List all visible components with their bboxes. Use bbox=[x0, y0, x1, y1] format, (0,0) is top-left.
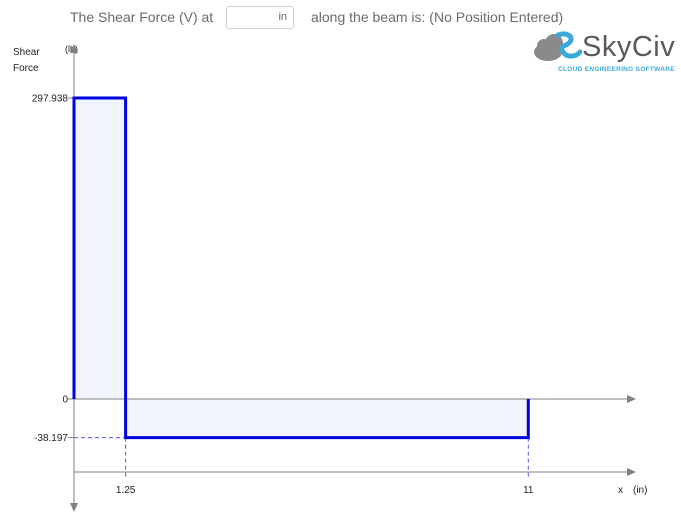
cloud-logo-icon bbox=[534, 31, 582, 61]
y-axis-title-line1: Shear bbox=[13, 47, 40, 58]
y-axis-title-line2: Force bbox=[13, 63, 39, 74]
shear-force-series-line bbox=[72, 96, 530, 440]
y-tick-label: -38.197 bbox=[34, 433, 68, 444]
shear-area-fill bbox=[74, 98, 529, 438]
x-tick-label: 1.25 bbox=[116, 485, 136, 496]
y-axis-up-arrow-icon bbox=[70, 44, 78, 53]
position-input[interactable] bbox=[227, 7, 283, 28]
x-axis-arrow-icon bbox=[627, 468, 636, 476]
shear-query-bar: The Shear Force (V) at in along the beam… bbox=[0, 0, 681, 36]
y-tick-label: 0 bbox=[62, 395, 68, 406]
query-result: along the beam is: (No Position Entered) bbox=[311, 9, 564, 25]
position-field[interactable]: in bbox=[226, 6, 294, 29]
position-unit: in bbox=[278, 11, 287, 23]
x-axis-unit: (in) bbox=[633, 485, 647, 496]
x-tick-label: 11 bbox=[523, 485, 534, 496]
zero-axis-arrow-icon bbox=[627, 395, 636, 403]
y-axis-down-arrow-icon bbox=[70, 503, 78, 512]
y-axis-title: Shear Force bbox=[13, 45, 40, 77]
logo-wordmark: SkyCiv bbox=[582, 31, 676, 63]
y-tick-label: 297.938 bbox=[32, 94, 69, 105]
query-prefix: The Shear Force (V) at bbox=[70, 9, 214, 25]
logo-tagline: CLOUD ENGINEERING SOFTWARE bbox=[558, 66, 675, 73]
y-axis-unit: (lb) bbox=[65, 44, 78, 54]
skyciv-logo: SkyCiv CLOUD ENGINEERING SOFTWARE bbox=[530, 30, 680, 76]
x-axis-title: x bbox=[618, 485, 623, 496]
